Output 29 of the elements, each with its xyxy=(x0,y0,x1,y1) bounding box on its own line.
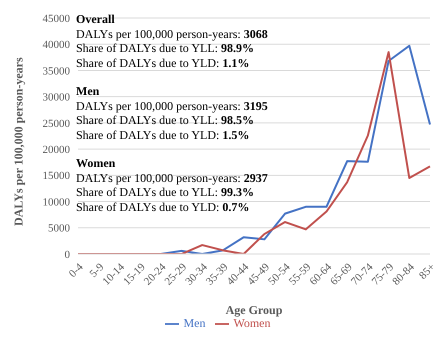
y-axis-title: DALYs per 100,000 person-years xyxy=(11,57,26,226)
annotation: Overall xyxy=(76,12,116,26)
x-tick-label: 0-4 xyxy=(66,260,86,280)
annotation: Share of DALYs due to YLD: 0.7% xyxy=(76,200,250,214)
annotation: DALYs per 100,000 person-years: 2937 xyxy=(76,170,268,185)
annotation: Share of DALYs due to YLD: 1.1% xyxy=(76,56,250,70)
annotation: Share of DALYs due to YLL: 99.3% xyxy=(76,185,255,200)
legend-label: Men xyxy=(183,316,206,330)
y-tick-label: 0 xyxy=(64,248,70,261)
y-tick-label: 30000 xyxy=(42,92,70,104)
annotation: Share of DALYs due to YLD: 1.5% xyxy=(76,128,250,142)
annotation: Share of DALYs due to YLL: 98.9% xyxy=(76,41,255,56)
y-tick-label: 45000 xyxy=(42,12,70,25)
y-tick-label: 40000 xyxy=(42,39,70,52)
legend-label: Women xyxy=(233,316,271,330)
y-tick-label: 25000 xyxy=(42,118,70,130)
annotation: DALYs per 100,000 person-years: 3195 xyxy=(76,98,268,113)
y-tick-label: 10000 xyxy=(42,196,70,208)
y-tick-label: 20000 xyxy=(42,144,70,156)
line-series xyxy=(77,51,431,254)
x-axis-title: Age Group xyxy=(226,303,283,317)
x-tick-label: 85+ xyxy=(416,261,438,282)
annotation: Share of DALYs due to YLL: 98.5% xyxy=(76,113,255,128)
y-tick-label: 35000 xyxy=(42,65,70,78)
annotation: Women xyxy=(76,156,116,170)
y-tick-label: 15000 xyxy=(42,170,70,182)
y-tick-label: 5000 xyxy=(48,222,70,235)
annotation: Men xyxy=(76,84,100,98)
annotation: DALYs per 100,000 person-years: 3068 xyxy=(76,26,268,41)
